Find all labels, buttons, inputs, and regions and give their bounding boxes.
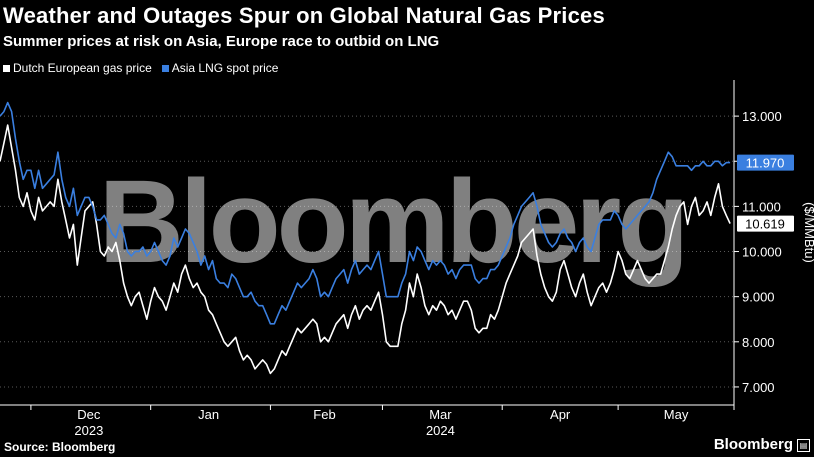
y-tick-label-6: 13.000 <box>742 109 782 124</box>
legend-label-dutch: Dutch European gas price <box>13 61 152 75</box>
legend-label-asia: Asia LNG spot price <box>171 61 279 75</box>
x-year-label-2023: 2023 <box>74 423 103 438</box>
x-tick-label-mar: Mar <box>429 407 452 422</box>
y-tick-label-3: 10.000 <box>742 245 782 260</box>
series-line-dutch <box>0 124 731 375</box>
x-tick-label-feb: Feb <box>313 407 335 422</box>
brand-name: Bloomberg <box>713 436 793 453</box>
legend: Dutch European gas price Asia LNG spot p… <box>3 61 278 75</box>
brand-logo: Bloomberg ▤ <box>714 436 810 454</box>
last-value-label-dutch: 10.619 <box>745 217 785 232</box>
y-tick-label-1: 8.000 <box>742 335 775 350</box>
chart-subtitle: Summer prices at risk on Asia, Europe ra… <box>3 33 440 50</box>
x-tick-label-dec: Dec <box>77 407 101 422</box>
legend-item-asia: Asia LNG spot price <box>161 61 279 75</box>
last-value-tag-asia <box>737 154 794 171</box>
series-line-asia <box>0 101 731 325</box>
x-tick-label-apr: Apr <box>550 407 571 422</box>
chart-icon: ▤ <box>797 438 810 452</box>
x-year-label-2024: 2024 <box>426 423 455 438</box>
y-axis-label: ($/MMBtu) <box>802 202 814 263</box>
legend-item-dutch: Dutch European gas price <box>3 61 152 75</box>
legend-swatch-asia <box>161 64 169 72</box>
y-tick-label-2: 9.000 <box>742 290 775 305</box>
last-value-label-asia: 11.970 <box>746 156 785 171</box>
y-tick-label-4: 11.000 <box>742 199 781 214</box>
last-value-tag-dutch <box>737 215 794 232</box>
y-tick-label-0: 7.000 <box>742 380 775 395</box>
watermark: Bloomberg <box>99 156 686 288</box>
source-note: Source: Bloomberg <box>4 440 116 454</box>
x-tick-label-jan: Jan <box>198 407 219 422</box>
x-tick-label-may: May <box>664 407 689 422</box>
legend-swatch-dutch <box>3 64 10 72</box>
chart-title: Weather and Outages Spur on Global Natur… <box>3 3 605 28</box>
